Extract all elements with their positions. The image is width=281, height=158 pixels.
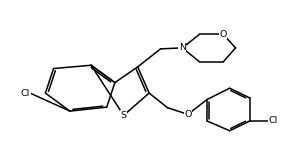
Text: Cl: Cl	[21, 89, 30, 98]
Text: S: S	[121, 111, 127, 120]
Text: O: O	[219, 30, 227, 39]
Text: O: O	[184, 110, 192, 119]
Text: N: N	[179, 43, 186, 52]
Text: Cl: Cl	[269, 116, 278, 125]
